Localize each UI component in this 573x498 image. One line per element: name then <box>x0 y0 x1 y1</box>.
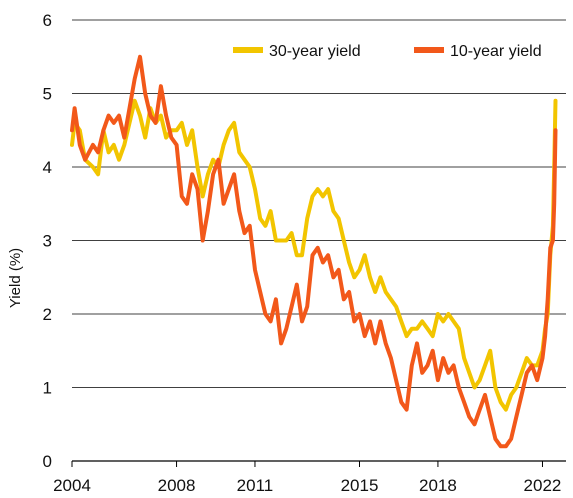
y-axis-title: Yield (%) <box>7 248 24 308</box>
y-tick-label-2: 2 <box>43 305 52 324</box>
gridlines <box>71 19 566 467</box>
x-tick-label-5: 2022 <box>524 476 562 495</box>
y-tick-labels: 0 1 2 3 4 5 6 <box>43 11 52 471</box>
x-tick-label-0: 2004 <box>53 476 91 495</box>
x-tick-label-4: 2018 <box>419 476 457 495</box>
x-tick-label-1: 2008 <box>158 476 196 495</box>
series-lines <box>70 54 558 449</box>
y-tick-label-1: 1 <box>43 379 52 398</box>
y-tick-label-4: 4 <box>43 158 52 177</box>
x-tick-label-3: 2015 <box>341 476 379 495</box>
y-tick-label-6: 6 <box>43 11 52 30</box>
y-tick-label-3: 3 <box>43 232 52 251</box>
legend: 30-year yield 10-year yield <box>233 43 542 60</box>
series-line-10-year <box>70 54 558 449</box>
legend-label-10-year: 10-year yield <box>450 43 542 60</box>
x-tick-labels: 2004 2008 2011 2015 2018 2022 <box>53 476 561 495</box>
y-tick-label-0: 0 <box>43 452 52 471</box>
x-tick-label-2: 2011 <box>237 476 274 495</box>
legend-label-30-year: 30-year yield <box>269 43 361 60</box>
y-tick-label-5: 5 <box>43 85 52 104</box>
